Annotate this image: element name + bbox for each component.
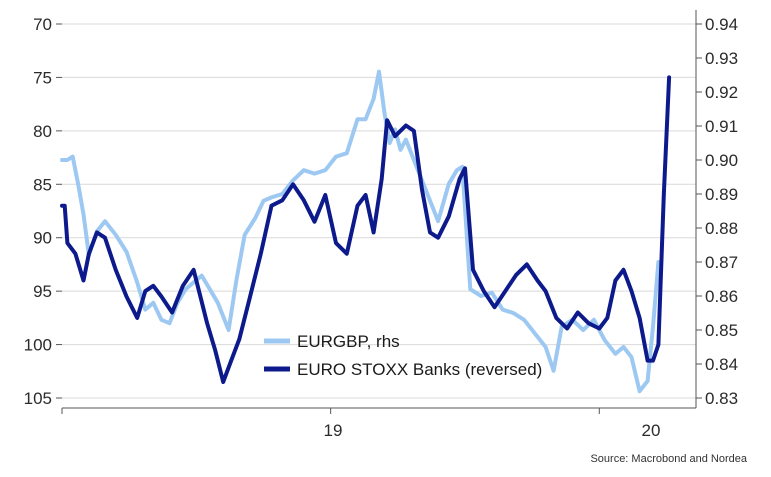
gridlines xyxy=(62,23,696,399)
right-tick-label: 0.93 xyxy=(705,49,738,68)
left-axis: 70 75 80 85 90 95 100 105 xyxy=(24,15,62,408)
right-tick-label: 0.86 xyxy=(705,287,738,306)
x-axis: 19 20 xyxy=(61,407,696,440)
left-tick-label: 90 xyxy=(33,229,52,248)
legend-label-stoxx: EURO STOXX Banks (reversed) xyxy=(297,360,542,379)
left-tick-label: 75 xyxy=(33,68,52,87)
right-tick-label: 0.88 xyxy=(705,219,738,238)
right-tick-label: 0.89 xyxy=(705,185,738,204)
right-tick-label: 0.94 xyxy=(705,15,738,34)
right-tick-label: 0.87 xyxy=(705,253,738,272)
right-axis: 0.94 0.93 0.92 0.91 0.90 0.89 0.88 0.87 0.86 0.85… xyxy=(695,10,738,408)
legend-label-eurgbp: EURGBP, rhs xyxy=(297,332,400,351)
right-tick-label: 0.91 xyxy=(705,117,738,136)
right-tick-label: 0.92 xyxy=(705,83,738,102)
x-tick-label: 20 xyxy=(642,421,661,440)
left-tick-label: 105 xyxy=(24,389,52,408)
series-lines xyxy=(60,69,672,394)
right-tick-label: 0.85 xyxy=(705,321,738,340)
left-tick-label: 85 xyxy=(33,175,52,194)
stoxx-line xyxy=(60,75,672,384)
left-tick-label: 100 xyxy=(24,336,52,355)
left-tick-label: 80 xyxy=(33,122,52,141)
legend: EURGBP, rhs EURO STOXX Banks (reversed) xyxy=(264,332,542,379)
left-tick-label: 70 xyxy=(33,15,52,34)
eurgbp-line xyxy=(60,69,661,394)
right-tick-label: 0.90 xyxy=(705,151,738,170)
source-note: Source: Macrobond and Nordea xyxy=(590,453,747,465)
right-tick-label: 0.83 xyxy=(705,389,738,408)
x-tick-label: 19 xyxy=(324,421,343,440)
left-tick-label: 95 xyxy=(33,282,52,301)
right-tick-label: 0.84 xyxy=(705,355,738,374)
